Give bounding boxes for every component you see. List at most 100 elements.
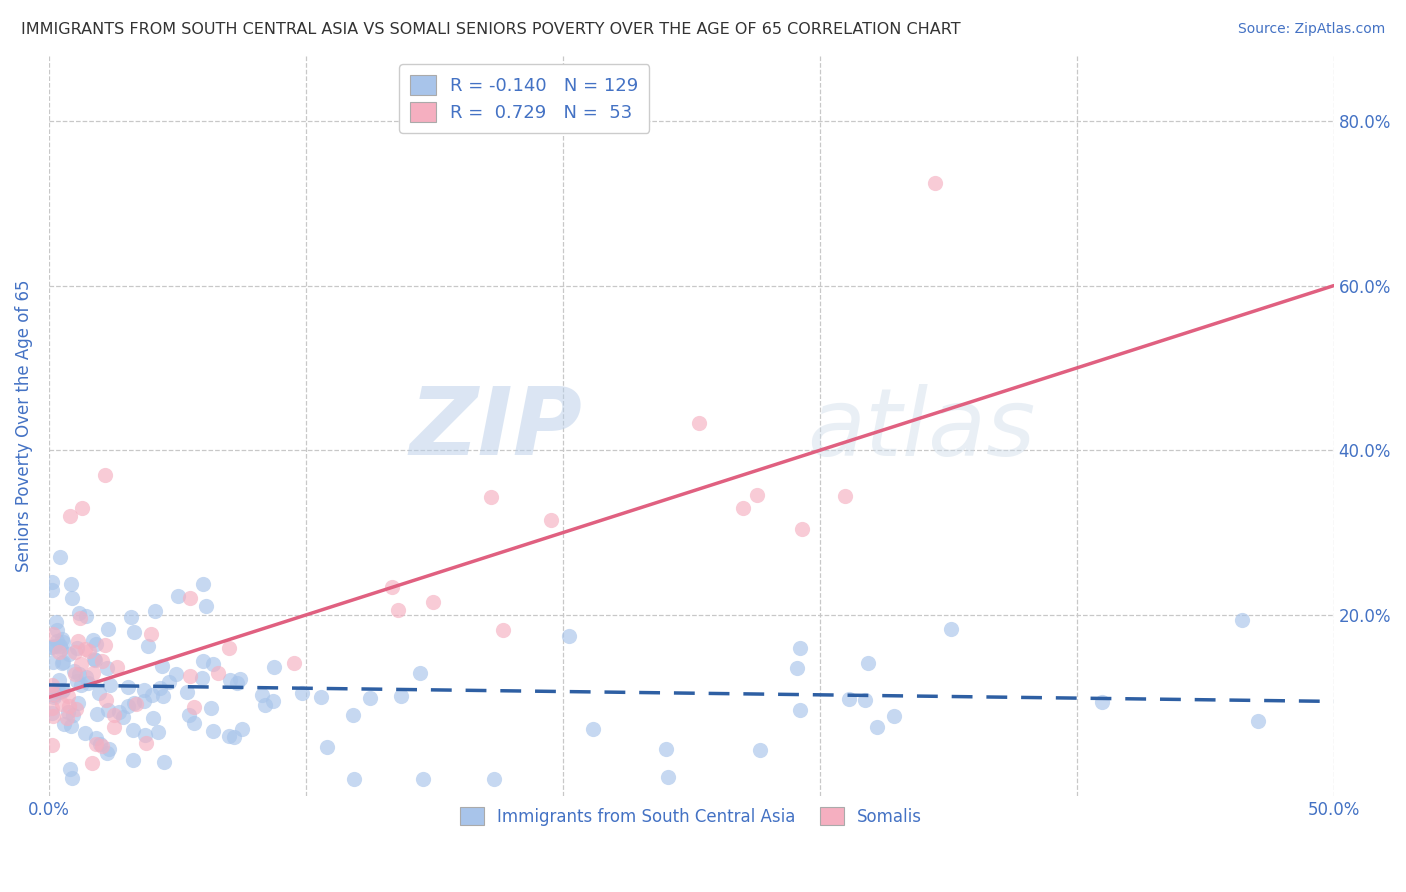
Point [45, 634, 67, 648]
Point [125, 697, 148, 711]
Text: atlas: atlas [807, 384, 1035, 475]
Point [70, 657, 93, 671]
Point [167, 589, 190, 603]
Point [883, 708, 905, 723]
Point [56, 711, 79, 725]
Point [83, 652, 105, 666]
Point [224, 730, 246, 744]
Legend: Immigrants from South Central Asia, Somalis: Immigrants from South Central Asia, Soma… [450, 797, 932, 836]
Point [84, 637, 107, 651]
Point [67, 607, 90, 621]
Text: Source: ZipAtlas.com: Source: ZipAtlas.com [1237, 22, 1385, 37]
Point [86, 706, 108, 721]
Point [52, 634, 75, 648]
Point [252, 688, 274, 702]
Point [152, 755, 174, 769]
Point [789, 703, 811, 717]
Point [218, 729, 240, 743]
Point [41, 583, 63, 598]
Point [46, 623, 69, 637]
Point [262, 694, 284, 708]
Point [41, 701, 63, 715]
Text: ZIP: ZIP [409, 384, 582, 475]
Point [89, 686, 111, 700]
Point [49, 641, 72, 656]
Point [231, 722, 253, 736]
Text: IMMIGRANTS FROM SOUTH CENTRAL ASIA VS SOMALI SENIORS POVERTY OVER THE AGE OF 65 : IMMIGRANTS FROM SOUTH CENTRAL ASIA VS SO… [21, 22, 960, 37]
Point [42, 690, 65, 705]
Point [492, 623, 515, 637]
Point [49, 550, 72, 565]
Point [96, 746, 118, 760]
Point [191, 654, 214, 668]
Point [179, 707, 201, 722]
Point [52, 683, 75, 698]
Point [792, 522, 814, 536]
Point [52, 655, 75, 669]
Point [558, 629, 581, 643]
Point [105, 660, 128, 674]
Point [142, 711, 165, 725]
Point [343, 772, 366, 786]
Point [53, 717, 76, 731]
Point [84, 737, 107, 751]
Point [381, 580, 404, 594]
Point [82, 632, 104, 647]
Point [41, 640, 63, 654]
Point [58, 509, 80, 524]
Point [41, 738, 63, 752]
Point [1232, 613, 1254, 627]
Point [67, 666, 90, 681]
Point [789, 641, 811, 656]
Point [135, 736, 157, 750]
Point [132, 694, 155, 708]
Point [84, 653, 107, 667]
Point [58, 698, 80, 713]
Point [540, 513, 562, 527]
Point [62, 708, 84, 723]
Point [94, 693, 117, 707]
Point [58, 647, 80, 661]
Point [316, 740, 339, 755]
Point [342, 708, 364, 723]
Point [103, 720, 125, 734]
Point [146, 725, 169, 739]
Point [134, 727, 156, 741]
Point [412, 772, 434, 786]
Point [387, 603, 409, 617]
Point [855, 692, 877, 706]
Point [97, 622, 120, 636]
Point [479, 490, 502, 504]
Point [1247, 714, 1270, 728]
Point [263, 660, 285, 674]
Point [202, 724, 225, 739]
Point [51, 656, 73, 670]
Point [94, 468, 117, 483]
Point [152, 690, 174, 704]
Point [42, 709, 65, 723]
Point [60, 591, 83, 605]
Point [65, 645, 87, 659]
Point [141, 688, 163, 702]
Point [63, 665, 86, 679]
Point [75, 609, 97, 624]
Point [254, 698, 277, 713]
Point [218, 641, 240, 656]
Point [97, 703, 120, 717]
Point [582, 723, 605, 737]
Point [190, 671, 212, 685]
Point [924, 176, 946, 190]
Point [111, 709, 134, 723]
Point [51, 698, 73, 712]
Point [136, 639, 159, 653]
Point [359, 691, 381, 706]
Point [482, 772, 505, 786]
Point [41, 678, 63, 692]
Point [41, 706, 63, 721]
Point [121, 723, 143, 737]
Point [834, 489, 856, 503]
Point [84, 731, 107, 746]
Point [409, 665, 432, 680]
Point [157, 675, 180, 690]
Point [51, 632, 73, 647]
